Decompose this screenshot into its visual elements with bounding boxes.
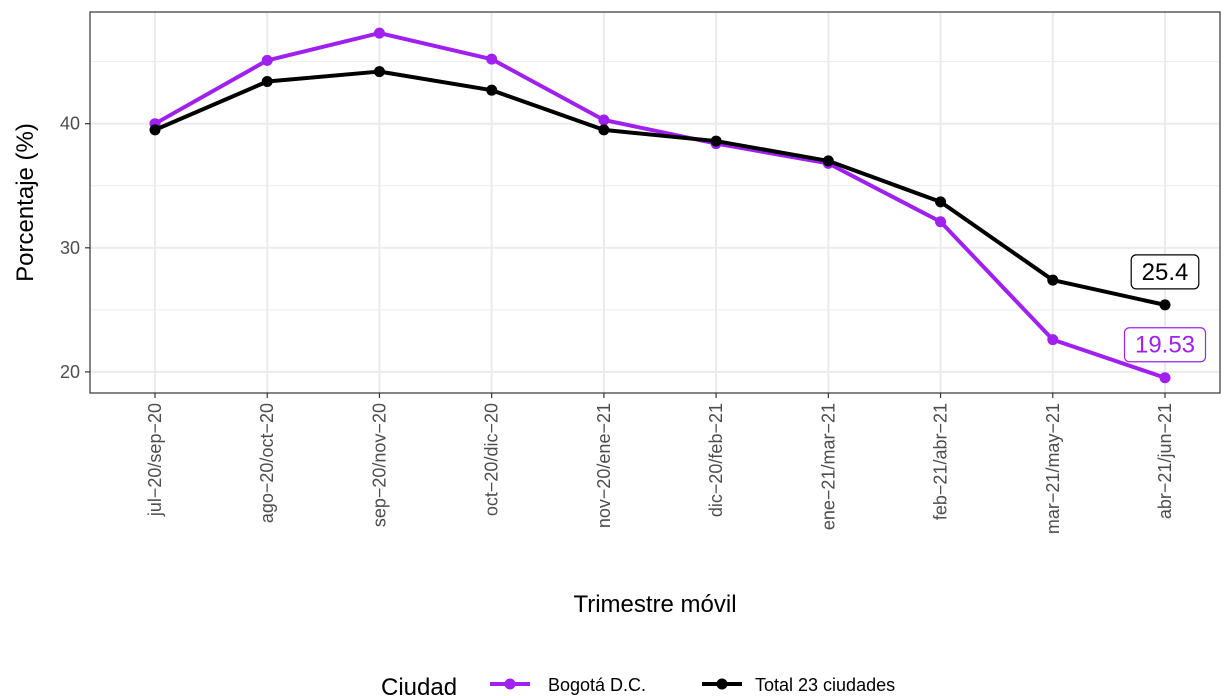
x-tick-label: ago−20/oct−20 bbox=[257, 403, 277, 523]
data-point bbox=[373, 66, 385, 78]
data-point bbox=[935, 216, 947, 228]
data-point bbox=[1047, 334, 1059, 346]
series-layer bbox=[149, 27, 1171, 384]
x-tick-label: jul−20/sep−20 bbox=[145, 403, 165, 517]
series-line bbox=[154, 31, 1166, 380]
legend-item: Bogotá D.C. bbox=[490, 675, 646, 695]
end-label-box bbox=[1123, 327, 1207, 363]
data-point bbox=[1047, 274, 1059, 286]
x-tick-label: dic−20/feb−21 bbox=[706, 403, 726, 517]
end-label-text: 19.53 bbox=[1135, 332, 1195, 359]
data-point bbox=[261, 54, 273, 66]
data-point bbox=[486, 84, 498, 96]
legend-key-point bbox=[504, 678, 516, 690]
legend-label: Bogotá D.C. bbox=[548, 675, 646, 695]
x-tick-label: mar−21/may−21 bbox=[1043, 403, 1063, 534]
legend-title: Ciudad bbox=[381, 674, 457, 696]
axis-ticks: 20 30 40 jul−20/sep−20 ago−20/oct−20 sep−20/n… bbox=[60, 114, 1175, 534]
data-point bbox=[822, 155, 834, 167]
x-tick-label: sep−20/nov−20 bbox=[369, 403, 389, 527]
series-0 bbox=[149, 27, 1171, 384]
series-line bbox=[154, 69, 1166, 307]
x-axis-title: Trimestre móvil bbox=[573, 591, 736, 618]
x-tick-label: ene−21/mar−21 bbox=[818, 403, 838, 530]
x-tick-label: feb−21/abr−21 bbox=[931, 403, 951, 520]
end-label-box bbox=[1130, 254, 1200, 290]
legend: Ciudad Bogotá D.C. Total 23 ciudades bbox=[381, 674, 895, 696]
x-tick-label: oct−20/dic−20 bbox=[482, 403, 502, 516]
end-label: 25.4 bbox=[1130, 254, 1200, 290]
data-point bbox=[598, 114, 610, 126]
y-tick-label: 30 bbox=[60, 238, 80, 258]
data-point bbox=[935, 196, 947, 208]
data-point bbox=[598, 124, 610, 136]
legend-items: Bogotá D.C. Total 23 ciudades bbox=[490, 675, 895, 695]
data-point bbox=[486, 53, 498, 65]
end-label: 19.53 bbox=[1123, 327, 1207, 363]
series-1 bbox=[149, 66, 1171, 311]
end-label-text: 25.4 bbox=[1142, 259, 1189, 286]
plot-panel-border bbox=[89, 11, 1221, 394]
data-point bbox=[149, 124, 161, 136]
data-point bbox=[1159, 372, 1171, 384]
data-point bbox=[261, 75, 273, 87]
data-point bbox=[373, 27, 385, 39]
data-point bbox=[710, 135, 722, 147]
legend-item: Total 23 ciudades bbox=[702, 675, 895, 695]
y-tick-label: 40 bbox=[60, 114, 80, 134]
y-tick-label: 20 bbox=[60, 362, 80, 382]
legend-label: Total 23 ciudades bbox=[755, 675, 895, 695]
x-tick-label: nov−20/ene−21 bbox=[594, 403, 614, 528]
legend-key-point bbox=[716, 678, 728, 690]
y-axis-title: Porcentaje (%) bbox=[12, 123, 39, 282]
x-tick-label: abr−21/jun−21 bbox=[1155, 403, 1175, 519]
end-labels: 25.4 19.53 bbox=[1123, 254, 1207, 363]
data-point bbox=[1159, 299, 1171, 311]
